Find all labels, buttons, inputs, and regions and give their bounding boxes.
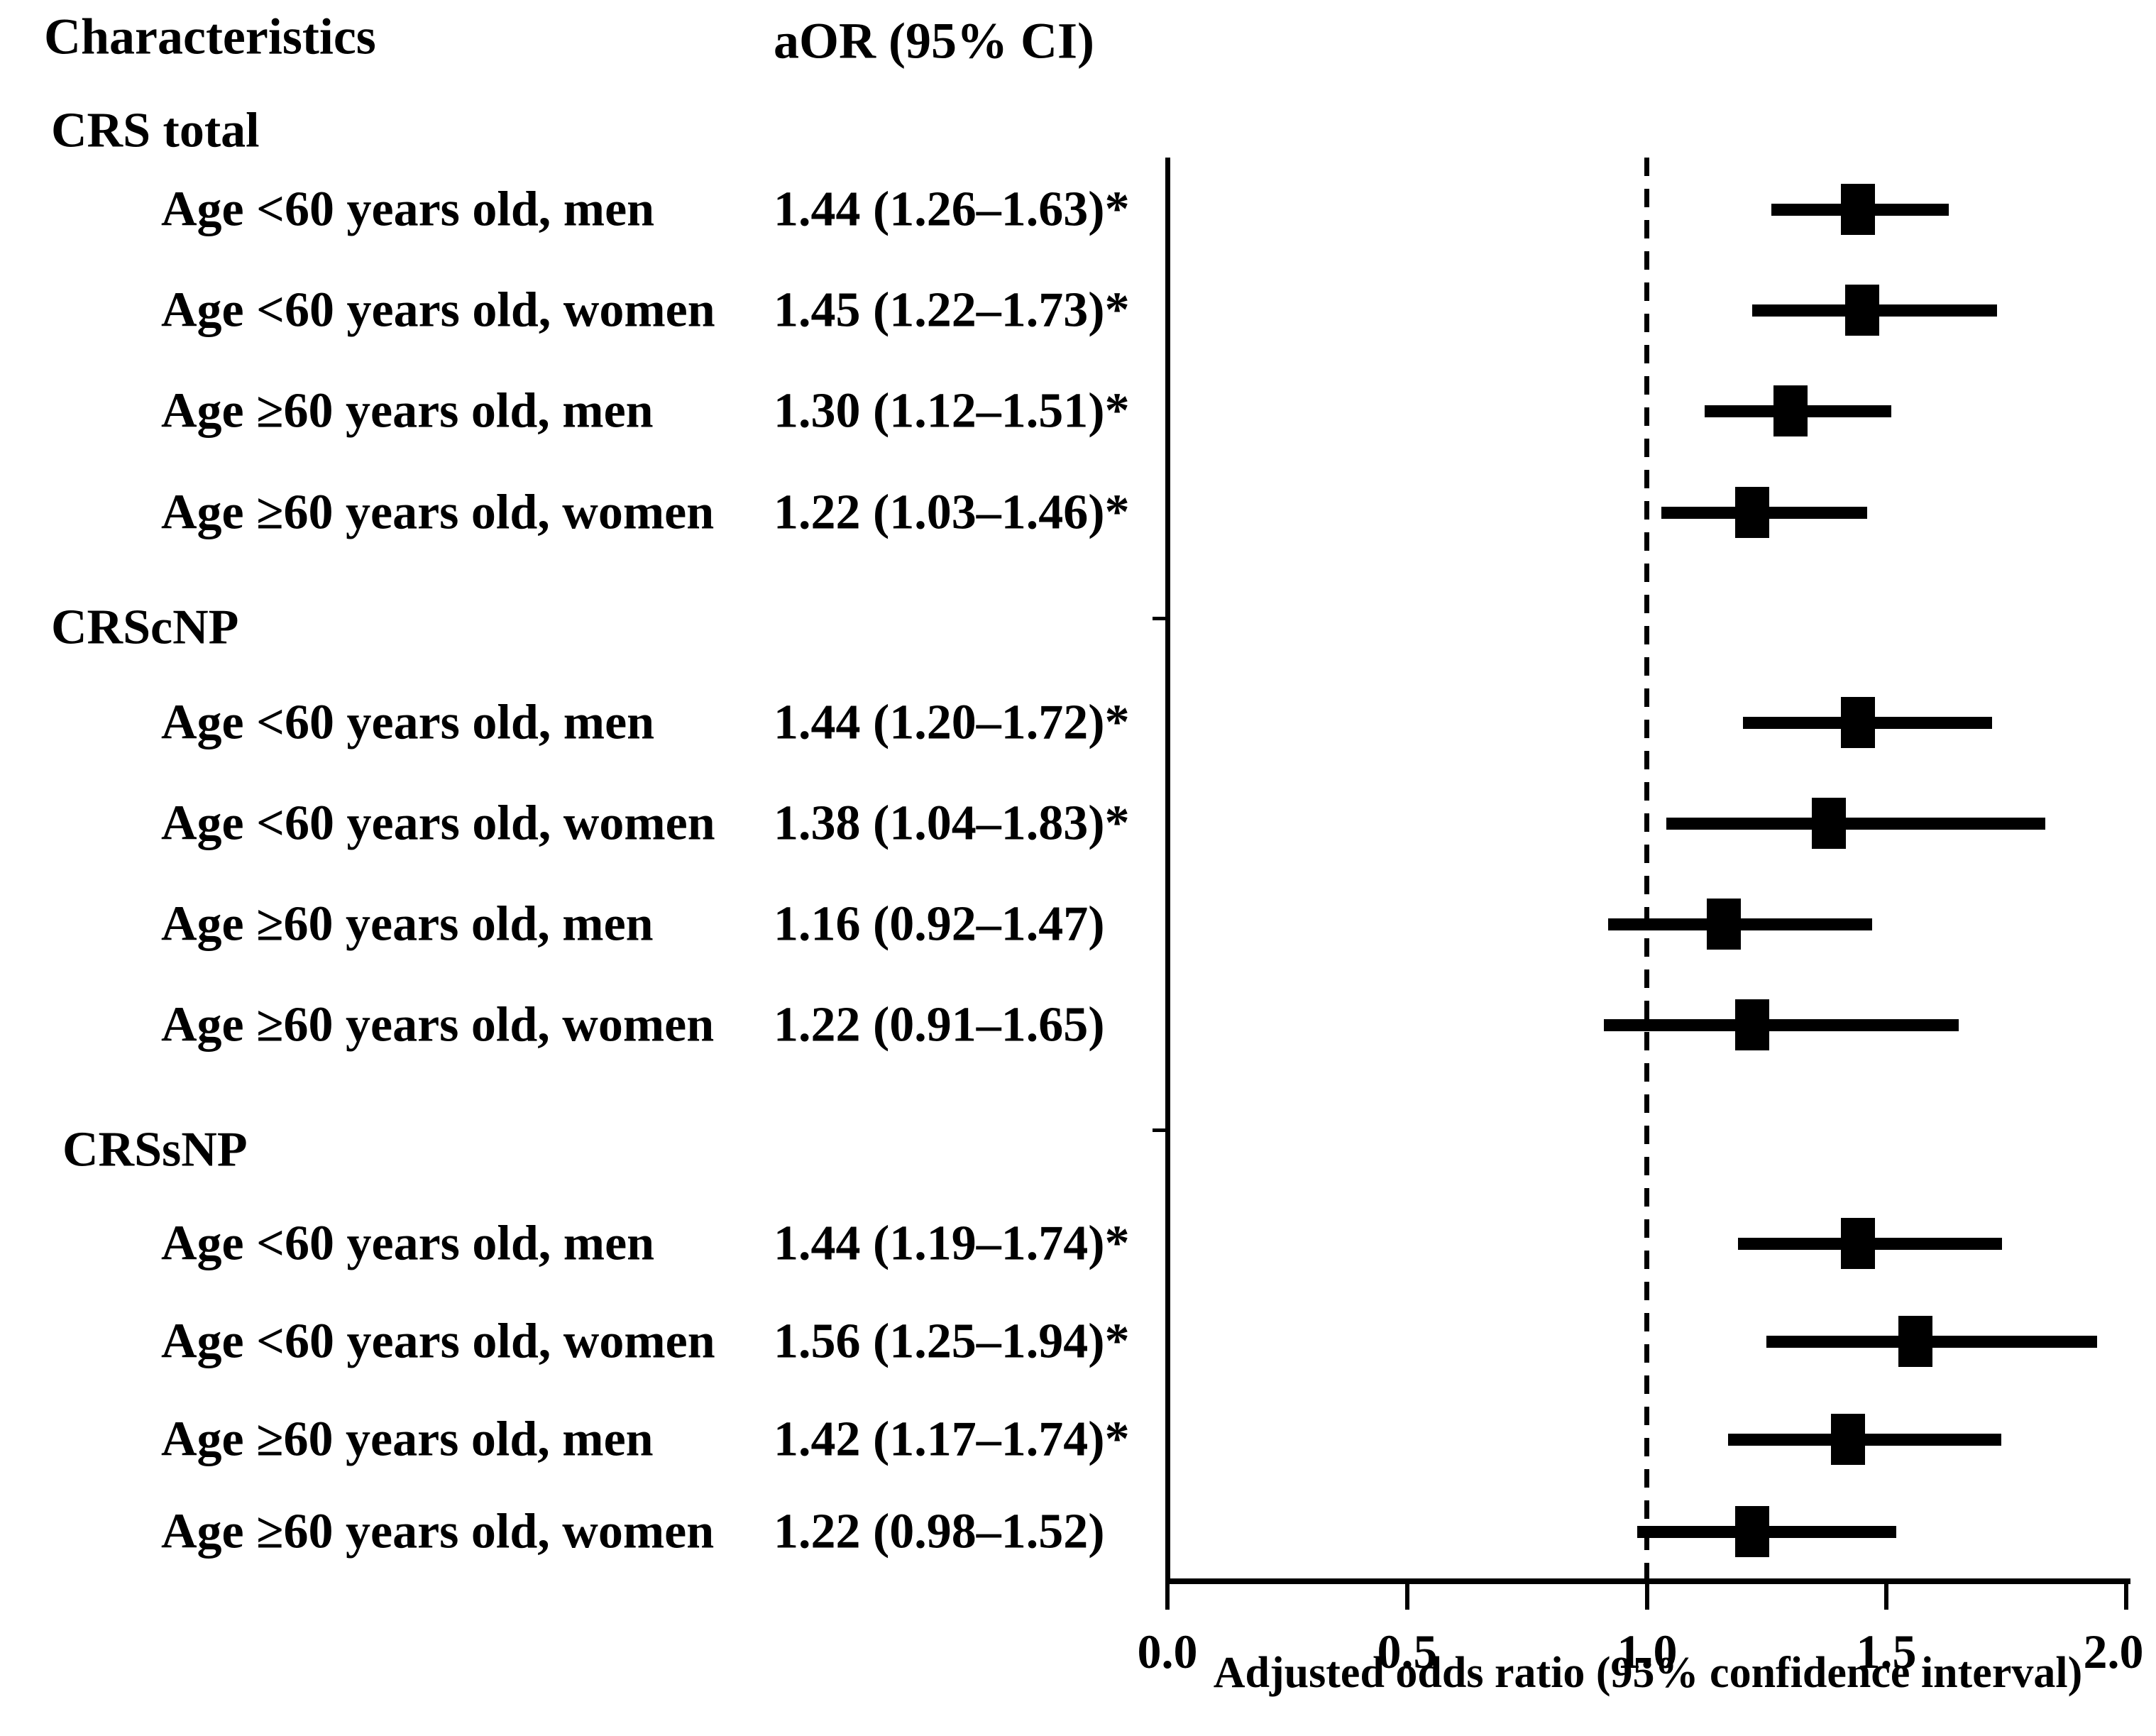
row-label: Age ≥60 years old, men [161,896,654,952]
row-label: Age <60 years old, women [161,796,715,851]
point-estimate-marker [1841,1218,1875,1269]
row-label: Age <60 years old, men [161,695,655,750]
characteristics-column-header: Characteristics [44,8,376,65]
aor-value: 1.42 (1.17–1.74)* [774,1412,1130,1467]
x-axis-line [1165,1578,2130,1584]
x-tick-label: 0.5 [1377,1625,1438,1679]
aor-value: 1.22 (0.91–1.65) [774,997,1105,1053]
point-estimate-marker [1845,285,1879,336]
point-estimate-marker [1898,1316,1932,1367]
aor-value: 1.22 (0.98–1.52) [774,1504,1105,1559]
row-label: Age ≥60 years old, women [161,1504,715,1559]
x-tick [1884,1584,1888,1610]
x-tick-label: 0.0 [1137,1625,1198,1679]
row-label: Age ≥60 years old, men [161,1412,654,1467]
row-label: Age ≥60 years old, women [161,997,715,1053]
row-label: Age <60 years old, men [161,1216,655,1271]
aor-column-header: aOR (95% CI) [774,12,1094,70]
point-estimate-marker [1841,697,1875,748]
point-estimate-marker [1841,184,1875,235]
x-tick-label: 2.0 [2083,1625,2144,1679]
aor-value: 1.56 (1.25–1.94)* [774,1314,1130,1369]
aor-value: 1.38 (1.04–1.83)* [774,796,1130,851]
aor-value: 1.44 (1.19–1.74)* [774,1216,1130,1271]
ci-line [1604,1019,1959,1031]
x-tick [1165,1584,1170,1610]
x-tick [2124,1584,2128,1610]
section-label: CRScNP [51,600,239,655]
aor-value: 1.30 (1.12–1.51)* [774,383,1130,439]
y-axis-section-tick [1153,1128,1165,1132]
point-estimate-marker [1831,1414,1865,1465]
y-axis-section-tick [1153,617,1165,620]
aor-value: 1.22 (1.03–1.46)* [774,485,1130,540]
point-estimate-marker [1735,999,1769,1050]
point-estimate-marker [1773,385,1808,436]
x-axis-title: Adjusted odds ratio (95% confidence inte… [1213,1649,2083,1697]
section-label: CRS total [51,103,260,158]
point-estimate-marker [1735,1506,1769,1557]
row-label: Age <60 years old, women [161,282,715,338]
section-label: CRSsNP [62,1122,248,1177]
ci-line [1666,818,2045,830]
aor-value: 1.44 (1.20–1.72)* [774,695,1130,750]
point-estimate-marker [1812,798,1846,849]
aor-value: 1.45 (1.22–1.73)* [774,282,1130,338]
row-label: Age <60 years old, men [161,182,655,237]
row-label: Age ≥60 years old, men [161,383,654,439]
x-tick [1405,1584,1409,1610]
x-tick-label: 1.5 [1856,1625,1917,1679]
reference-line-dashed [1644,158,1649,1578]
row-label: Age <60 years old, women [161,1314,715,1369]
x-tick-label: 1.0 [1617,1625,1678,1679]
aor-value: 1.44 (1.26–1.63)* [774,182,1130,237]
aor-value: 1.16 (0.92–1.47) [774,896,1105,952]
x-tick [1645,1584,1649,1610]
point-estimate-marker [1735,487,1769,538]
y-axis-line [1165,158,1170,1581]
row-label: Age ≥60 years old, women [161,485,715,540]
point-estimate-marker [1707,899,1741,950]
